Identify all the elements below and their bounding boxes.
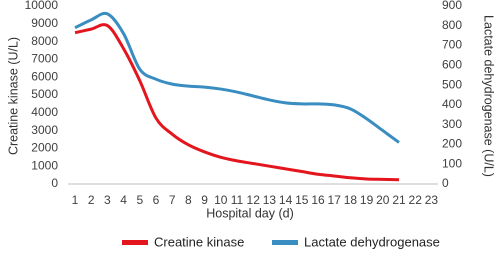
y2-tick-label: 900 — [442, 0, 462, 12]
series-line — [74, 23, 400, 182]
y2-tick-label: 100 — [442, 156, 462, 170]
y-tick-label: 10000 — [25, 0, 59, 12]
y-tick-label: 5000 — [31, 87, 58, 101]
x-tick-label: 20 — [376, 193, 390, 207]
x-tick-label: 19 — [360, 193, 374, 207]
x-tick-label: 8 — [185, 193, 192, 207]
x-tick-label: 17 — [328, 193, 342, 207]
x-tick-label: 21 — [392, 193, 406, 207]
x-tick-label: 12 — [247, 193, 261, 207]
x-tick-label: 16 — [311, 193, 325, 207]
y-tick-label: 3000 — [31, 123, 58, 137]
x-tick-label: 11 — [231, 193, 244, 207]
x-tick-label: 1 — [72, 193, 79, 207]
y-tick-label: 6000 — [31, 69, 58, 83]
x-tick-label: 14 — [279, 193, 293, 207]
y2-tick-label: 400 — [442, 97, 462, 111]
y-tick-label: 8000 — [31, 34, 58, 48]
y-tick-label: 4000 — [31, 105, 58, 119]
y2-tick-label: 800 — [442, 18, 462, 32]
y-tick-label: 2000 — [31, 141, 58, 155]
y2-tick-label: 700 — [442, 38, 462, 52]
x-tick-label: 5 — [136, 193, 143, 207]
y2-tick-label: 0 — [442, 176, 449, 190]
x-tick-label: 2 — [88, 193, 95, 207]
legend-label: Lactate dehydrogenase — [304, 234, 440, 249]
y2-tick-label: 300 — [442, 117, 462, 131]
x-tick-label: 6 — [153, 193, 160, 207]
legend-label: Creatine kinase — [154, 234, 244, 249]
y2-tick-label: 500 — [442, 77, 462, 91]
x-tick-label: 13 — [263, 193, 277, 207]
x-tick-label: 7 — [169, 193, 176, 207]
y-tick-label: 1000 — [31, 158, 58, 172]
x-tick-label: 9 — [201, 193, 208, 207]
x-tick-label: 15 — [295, 193, 309, 207]
y2-axis-title: Lactate dehydrogenase (U/L) — [482, 15, 496, 177]
y-axis-title: Creatine kinase (U/L) — [6, 37, 20, 155]
x-tick-label: 23 — [425, 193, 439, 207]
x-tick-label: 4 — [120, 193, 127, 207]
y-tick-label: 0 — [51, 176, 58, 190]
x-tick-label: 22 — [409, 193, 423, 207]
series-line — [74, 11, 400, 144]
x-tick-label: 10 — [214, 193, 228, 207]
legend-swatch — [272, 240, 298, 245]
x-tick-label: 18 — [344, 193, 358, 207]
x-axis-title: Hospital day (d) — [206, 206, 294, 220]
y2-tick-label: 200 — [442, 137, 462, 151]
legend-swatch — [122, 240, 148, 245]
y-tick-label: 9000 — [31, 16, 58, 30]
x-tick-label: 3 — [104, 193, 111, 207]
y2-tick-label: 600 — [442, 58, 462, 72]
y-tick-label: 7000 — [31, 52, 58, 66]
